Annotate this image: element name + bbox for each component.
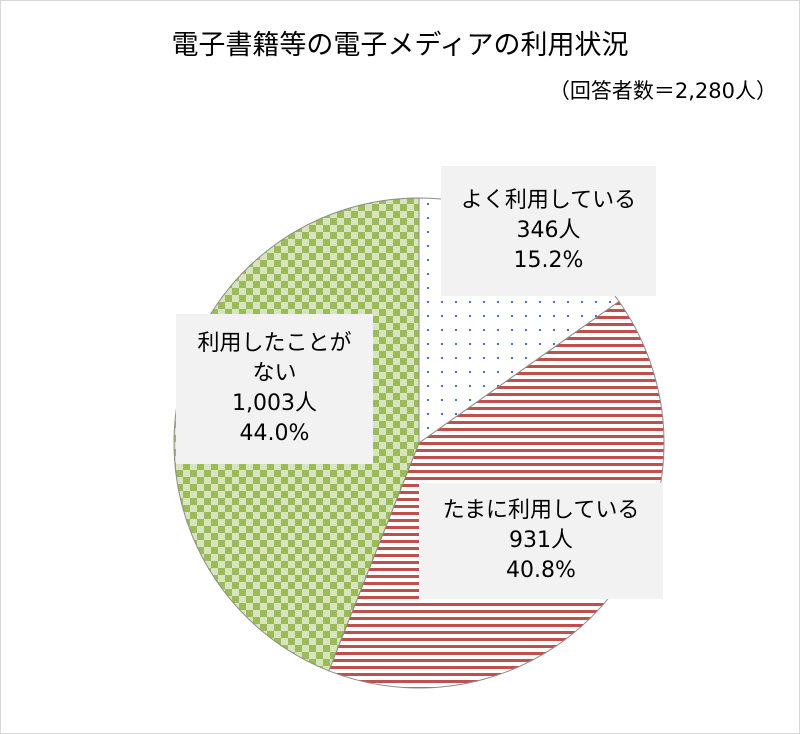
slice-count: 1,003人 bbox=[232, 391, 317, 416]
slice-count: 346人 bbox=[516, 218, 581, 243]
slice-name: よく利用している bbox=[460, 188, 637, 213]
slice-percent: 44.0% bbox=[239, 421, 310, 446]
slice-name: 利用したことがない bbox=[197, 331, 352, 386]
slice-name: たまに利用している bbox=[442, 498, 640, 523]
slice-label-0: よく利用している 346人 15.2% bbox=[441, 166, 656, 296]
slice-percent: 40.8% bbox=[506, 558, 576, 583]
chart-subtitle: （回答者数＝2,280人） bbox=[548, 79, 777, 103]
slice-percent: 15.2% bbox=[513, 248, 584, 273]
slice-label-2: 利用したことがない 1,003人 44.0% bbox=[176, 314, 373, 464]
slice-label-1: たまに利用している 931人 40.8% bbox=[419, 483, 663, 599]
slice-count: 931人 bbox=[509, 528, 573, 553]
chart-title: 電子書籍等の電子メディアの利用状況 bbox=[171, 30, 629, 61]
